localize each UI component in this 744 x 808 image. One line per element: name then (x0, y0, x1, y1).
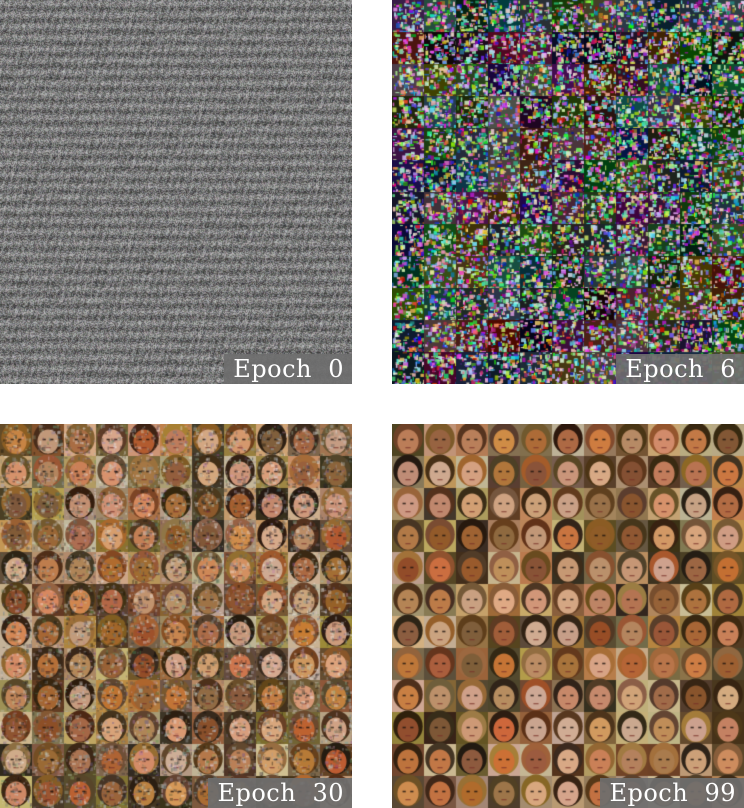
epoch-6-panel: Epoch 6 (392, 0, 744, 384)
epoch-99-label: Epoch 99 (600, 778, 744, 808)
epoch-0-panel: Epoch 0 (0, 0, 352, 384)
epoch-6-label: Epoch 6 (616, 354, 744, 384)
epoch-99-sample-grid-image (392, 424, 744, 808)
epoch-30-label: Epoch 30 (208, 778, 352, 808)
epoch-0-sample-grid-image (0, 0, 352, 384)
epoch-30-panel: Epoch 30 (0, 424, 352, 808)
epoch-6-sample-grid-image (392, 0, 744, 384)
epoch-99-panel: Epoch 99 (392, 424, 744, 808)
epoch-0-label: Epoch 0 (224, 354, 352, 384)
epoch-30-sample-grid-image (0, 424, 352, 808)
